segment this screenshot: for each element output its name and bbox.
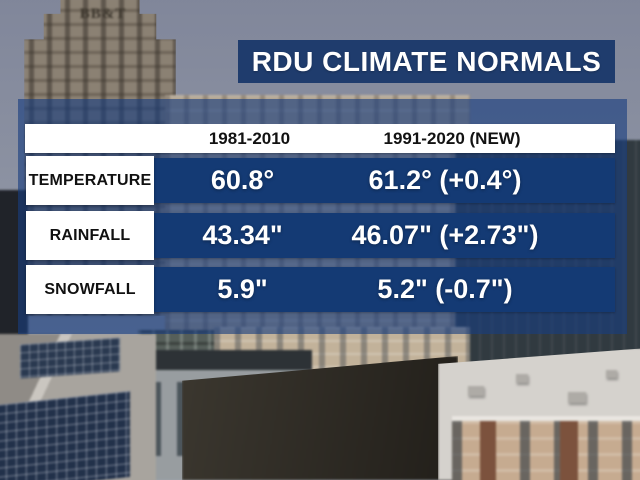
roof-vent bbox=[468, 386, 484, 396]
row-label: TEMPERATURE bbox=[28, 171, 152, 189]
climate-table-panel: 1981-2010 1991-2020 (NEW) TEMPERATURE 60… bbox=[18, 99, 627, 334]
temperature-new-normal-value: 61.2° (+0.4°) bbox=[368, 165, 522, 195]
row-label: RAINFALL bbox=[49, 226, 131, 244]
row-label-box: RAINFALL bbox=[26, 211, 154, 260]
right-apartment-building bbox=[452, 416, 640, 480]
roof-vent bbox=[516, 374, 528, 383]
rainfall-new-normal-value: 46.07" (+2.73") bbox=[351, 220, 539, 250]
roof-vent bbox=[568, 392, 586, 403]
page-title: RDU CLIMATE NORMALS bbox=[251, 45, 602, 77]
snowfall-old-normal-cell: 5.9" bbox=[155, 267, 330, 312]
rainfall-old-normal-value: 43.34" bbox=[202, 220, 283, 250]
row-label: SNOWFALL bbox=[44, 280, 136, 298]
snowfall-new-normal-value: 5.2" (-0.7") bbox=[377, 274, 513, 304]
row-label-box: SNOWFALL bbox=[26, 265, 154, 314]
snowfall-new-normal-cell: 5.2" (-0.7") bbox=[330, 267, 560, 312]
rainfall-new-normal-cell: 46.07" (+2.73") bbox=[330, 213, 560, 258]
warehouse-roof bbox=[146, 350, 312, 370]
solar-panel-array-small bbox=[20, 337, 120, 379]
bbt-sign: BB&T bbox=[79, 6, 127, 22]
column-header-label: 1981-2010 bbox=[208, 128, 291, 148]
temperature-new-normal-cell: 61.2° (+0.4°) bbox=[330, 158, 560, 203]
solar-panel-array-large bbox=[0, 390, 130, 480]
column-header-1991-2020: 1991-2020 (NEW) bbox=[337, 124, 567, 153]
snowfall-old-normal-value: 5.9" bbox=[217, 274, 268, 304]
table-row-rainfall: RAINFALL 43.34" 46.07" (+2.73") bbox=[26, 211, 615, 260]
table-row-temperature: TEMPERATURE 60.8° 61.2° (+0.4°) bbox=[26, 156, 615, 205]
roof-vent bbox=[606, 370, 617, 378]
table-row-snowfall: SNOWFALL 5.9" 5.2" (-0.7") bbox=[26, 265, 615, 314]
table-header-row: 1981-2010 1991-2020 (NEW) bbox=[25, 124, 615, 153]
column-header-label: 1991-2020 (NEW) bbox=[383, 128, 521, 148]
column-header-1981-2010: 1981-2010 bbox=[162, 124, 337, 153]
rainfall-old-normal-cell: 43.34" bbox=[155, 213, 330, 258]
temperature-old-normal-value: 60.8° bbox=[210, 165, 275, 195]
row-label-box: TEMPERATURE bbox=[26, 156, 154, 205]
temperature-old-normal-cell: 60.8° bbox=[155, 158, 330, 203]
title-banner: RDU CLIMATE NORMALS bbox=[238, 40, 615, 83]
